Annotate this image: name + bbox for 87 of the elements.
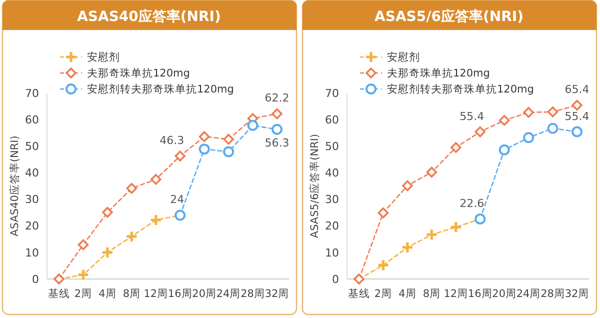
x-tick-label: 基线 — [48, 287, 70, 300]
data-label: 55.4 — [564, 110, 590, 123]
y-tick-label: 60 — [325, 113, 339, 126]
point — [498, 144, 510, 156]
x-tick-label: 16周 — [168, 288, 192, 300]
point — [174, 150, 186, 162]
y-tick-label: 10 — [325, 246, 339, 260]
data-label: 56.3 — [264, 136, 290, 150]
point — [150, 174, 162, 185]
point — [426, 166, 438, 178]
x-tick-label: 2周 — [74, 288, 92, 300]
point — [78, 239, 89, 250]
legend-label: 安慰剂转夫那奇珠单抗120mg — [87, 82, 234, 96]
point — [572, 126, 582, 138]
y-tick-label: 40 — [325, 166, 339, 180]
data-label: 22.6 — [460, 196, 484, 210]
x-tick-label: 2周 — [374, 288, 392, 300]
x-tick-label: 8周 — [122, 288, 141, 300]
point — [125, 230, 138, 243]
y-tick-label: 20 — [325, 220, 339, 233]
y-tick-label: 50 — [25, 140, 39, 153]
point — [272, 108, 282, 120]
point — [547, 122, 558, 134]
x-tick-label: 12周 — [144, 288, 168, 300]
point — [572, 100, 582, 111]
legend-label: 夫那奇珠单抗120mg — [387, 66, 490, 80]
point — [450, 220, 462, 234]
x-tick-label: 16周 — [468, 288, 492, 300]
x-tick-label: 8周 — [422, 288, 441, 300]
data-label: 55.4 — [460, 110, 484, 123]
x-tick-label: 28周 — [540, 288, 565, 300]
y-tick-label: 30 — [25, 193, 39, 206]
point — [198, 131, 210, 142]
point — [523, 106, 534, 118]
point — [247, 120, 258, 131]
point — [523, 132, 534, 144]
point — [401, 241, 414, 254]
legend-label: 安慰剂转夫那奇珠单抗120mg — [387, 82, 534, 96]
x-tick-label: 24周 — [216, 288, 241, 300]
point — [101, 246, 114, 259]
x-tick-label: 20周 — [492, 288, 517, 300]
y-tick-label: 20 — [25, 220, 39, 233]
y-tick-label: 0 — [32, 272, 39, 286]
data-label: 65.4 — [564, 83, 590, 96]
legend-label: 安慰剂 — [87, 50, 120, 64]
x-tick-label: 32周 — [264, 288, 290, 300]
x-tick-label: 基线 — [348, 287, 370, 300]
chart-title: ASAS40应答率(NRI) — [77, 8, 221, 25]
y-axis-title: ASAS5/6应答率(NRI) — [308, 134, 321, 238]
x-tick-label: 32周 — [564, 288, 590, 300]
y-tick-label: 10 — [25, 246, 39, 260]
x-tick-label: 12周 — [444, 288, 468, 300]
legend-label: 安慰剂 — [387, 50, 420, 64]
x-tick-label: 24周 — [516, 288, 541, 300]
point — [425, 228, 438, 241]
x-tick-label: 28周 — [240, 288, 265, 300]
y-tick-label: 50 — [325, 140, 339, 153]
y-tick-label: 30 — [325, 193, 339, 206]
point — [126, 182, 138, 194]
data-label: 62.2 — [264, 92, 290, 105]
point — [150, 214, 162, 226]
point — [498, 114, 510, 126]
y-tick-label: 40 — [25, 166, 39, 180]
x-tick-label: 4周 — [98, 288, 116, 300]
y-axis-title: ASAS40应答率(NRI) — [8, 136, 21, 236]
point — [198, 144, 210, 155]
x-tick-label: 4周 — [398, 288, 416, 300]
point — [378, 207, 389, 218]
legend-label: 夫那奇珠单抗120mg — [87, 66, 190, 80]
x-tick-label: 20周 — [192, 288, 217, 300]
point — [223, 146, 234, 158]
data-label: 24 — [170, 193, 184, 206]
y-tick-label: 0 — [332, 272, 339, 286]
point — [76, 268, 90, 282]
y-tick-label: 70 — [325, 86, 339, 100]
point — [223, 134, 234, 145]
data-label: 46.3 — [160, 134, 184, 147]
point — [102, 206, 113, 218]
point — [402, 180, 413, 192]
y-tick-label: 60 — [25, 113, 39, 126]
y-tick-label: 70 — [25, 86, 39, 100]
point — [376, 258, 390, 272]
chart-title: ASAS5/6应答率(NRI) — [374, 8, 524, 25]
point — [474, 126, 486, 138]
point — [547, 106, 558, 118]
point — [450, 142, 462, 153]
point — [272, 124, 282, 135]
